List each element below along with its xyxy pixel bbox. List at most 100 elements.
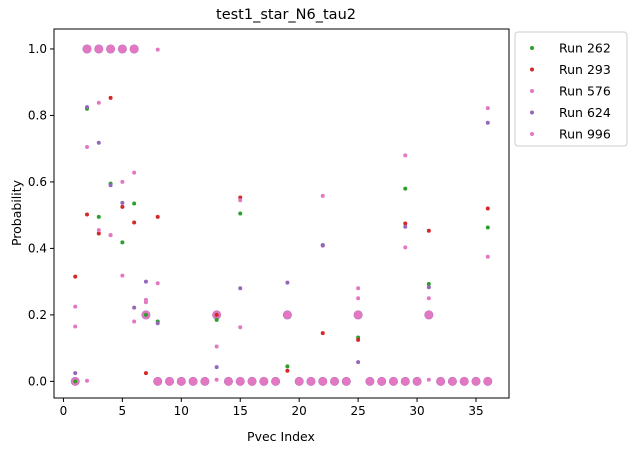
legend-box [514,31,628,147]
legend-marker [530,46,534,50]
point-run-4 [356,286,361,291]
cluster-marker [483,377,492,386]
point-run-1 [85,212,90,217]
point-run-4 [320,193,325,198]
cluster-marker [448,377,457,386]
point-run-2 [238,198,243,203]
point-run-0 [96,214,101,219]
cluster-marker [389,377,398,386]
point-run-1 [320,331,325,336]
y-tick-label: 0.0 [28,374,47,388]
point-run-0 [426,281,431,286]
point-run-0 [120,240,125,245]
x-tick-label: 30 [409,404,424,418]
point-run-4 [285,312,290,317]
point-run-2 [120,179,125,184]
point-run-3 [132,305,137,310]
cluster-marker [377,377,386,386]
point-run-2 [426,296,431,301]
point-run-2 [96,228,101,233]
point-run-0 [214,317,219,322]
cluster-marker [188,377,198,386]
cluster-marker [153,377,162,386]
legend-marker [530,89,534,93]
cluster-marker [365,377,375,386]
cluster-marker [401,377,410,386]
point-run-3 [108,183,113,188]
point-run-1 [426,228,431,233]
point-run-4 [108,233,113,238]
legend-label: Run 262 [559,41,611,56]
legend-label: Run 624 [559,105,611,120]
cluster-marker [318,377,327,386]
point-run-2 [485,254,490,259]
point-run-3 [120,200,125,205]
chart-title: test1_star_N6_tau2 [216,7,356,23]
series-markers [73,47,490,384]
point-run-1 [485,206,490,211]
point-run-3 [485,120,490,125]
point-run-4 [73,304,78,309]
y-tick-label: 1.0 [28,42,47,56]
point-run-1 [120,204,125,209]
x-axis: 0 5 10 15 20 25 30 35 [60,398,484,418]
point-run-4 [403,153,408,158]
x-tick-label: 35 [468,404,483,418]
legend-marker [530,110,534,115]
point-run-0 [238,211,243,216]
legend-marker [530,132,534,136]
point-run-3 [214,365,219,370]
point-run-1 [356,337,361,342]
point-run-3 [356,360,361,365]
point-run-0 [403,186,408,191]
point-run-3 [73,371,78,376]
cluster-marker [306,377,316,386]
point-run-0 [143,312,148,317]
y-tick-label: 0.8 [28,108,47,122]
cluster-marker [342,377,351,386]
point-run-4 [238,325,243,330]
point-run-3 [320,243,325,248]
cluster-markers [70,44,493,386]
point-run-3 [285,280,290,285]
point-run-3 [403,224,408,229]
cluster-marker [177,377,186,386]
point-run-4 [426,377,431,382]
y-tick-label: 0.4 [28,241,47,255]
cluster-marker [236,377,245,386]
cluster-marker [129,44,139,54]
cluster-marker [330,377,339,386]
y-tick-label: 0.2 [28,308,47,322]
point-run-0 [132,201,137,206]
point-run-3 [85,105,90,110]
point-run-4 [155,47,160,52]
point-run-1 [403,221,408,226]
point-run-0 [73,379,78,384]
point-run-4 [132,170,137,175]
cluster-marker [471,377,481,386]
cluster-marker [200,377,210,386]
cluster-marker [271,377,280,386]
point-run-3 [155,321,160,326]
point-run-1 [143,371,148,376]
cluster-marker [412,377,422,386]
point-run-4 [85,378,90,383]
point-run-2 [85,145,90,150]
point-run-0 [285,364,290,369]
cluster-marker [118,44,127,54]
cluster-marker [82,44,92,54]
cluster-marker [224,377,233,386]
point-run-1 [73,274,78,279]
x-tick-label: 0 [60,404,68,418]
plot-area [53,28,510,399]
cluster-marker [165,377,174,386]
point-run-1 [155,214,160,219]
point-run-1 [214,312,219,317]
x-tick-label: 10 [174,404,189,418]
y-tick-label: 0.6 [28,175,47,189]
cluster-marker [106,44,115,54]
point-run-1 [285,368,290,373]
x-tick-label: 15 [233,404,248,418]
point-run-1 [132,220,137,225]
